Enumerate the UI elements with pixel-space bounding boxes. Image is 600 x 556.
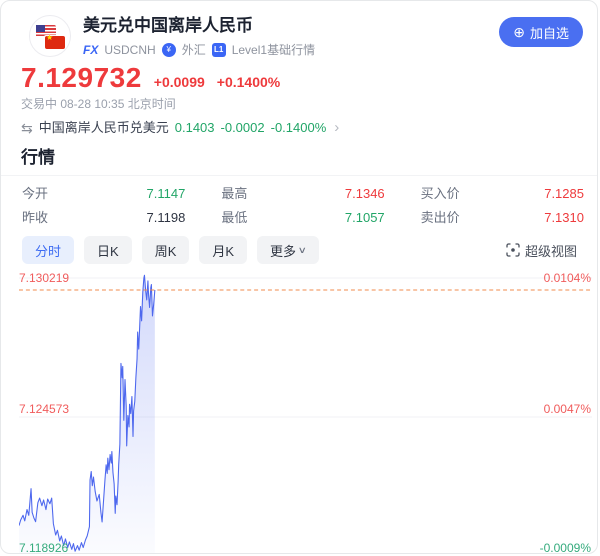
intraday-chart: 7.130219 0.0104% 7.124573 0.0047% 7.1189… bbox=[1, 270, 597, 553]
inverse-pair-name: 中国离岸人民币兑美元 bbox=[38, 120, 169, 135]
inverse-pair-price: 0.1403 bbox=[174, 120, 215, 135]
stat-value: 7.1147 bbox=[146, 186, 186, 201]
stat-label: 昨收 bbox=[22, 210, 49, 225]
page-title: 美元兑中国离岸人民币 bbox=[83, 16, 253, 35]
stat-label: 买入价 bbox=[420, 186, 460, 201]
intraday-chart-svg bbox=[19, 274, 592, 553]
level1-label: Level1基础行情 bbox=[231, 43, 316, 57]
tab-monthly-k[interactable]: 月K bbox=[199, 236, 248, 264]
header-text: 美元兑中国离岸人民币 FX USDCNH ¥ 外汇 L1 Level1基础行情 bbox=[83, 15, 499, 58]
price-change-pct: +0.1400% bbox=[216, 74, 281, 90]
stat-label: 卖出价 bbox=[420, 210, 460, 225]
stat-open: 今开 7.1147 bbox=[22, 186, 185, 202]
header: 美元兑中国离岸人民币 FX USDCNH ¥ 外汇 L1 Level1基础行情 … bbox=[1, 1, 597, 58]
stat-low: 最低 7.1057 bbox=[221, 210, 384, 226]
level1-icon: L1 bbox=[211, 42, 226, 57]
chevron-right-icon: › bbox=[334, 119, 340, 136]
stat-value: 7.1198 bbox=[146, 210, 186, 225]
stat-label: 最低 bbox=[221, 210, 248, 225]
inverse-pair-change-pct: -0.1400% bbox=[270, 120, 327, 135]
stat-ask: 卖出价 7.1310 bbox=[421, 210, 584, 226]
tab-more-label: 更多 bbox=[270, 243, 297, 259]
stat-value: 7.1057 bbox=[344, 210, 385, 225]
symbol-code: USDCNH bbox=[104, 42, 156, 57]
forex-category-icon: ¥ bbox=[161, 42, 176, 57]
last-price: 7.129732 bbox=[21, 62, 142, 93]
swap-icon: ⇆ bbox=[21, 120, 33, 136]
stat-value: 7.1346 bbox=[344, 186, 385, 201]
stat-bid: 买入价 7.1285 bbox=[421, 186, 584, 202]
super-view-button[interactable]: 超级视图 bbox=[500, 240, 583, 261]
price-area-fill bbox=[19, 275, 155, 553]
stat-value: 7.1310 bbox=[544, 210, 584, 225]
section-title-quotes: 行情 bbox=[1, 147, 597, 176]
tab-more[interactable]: 更多 ∨ bbox=[257, 236, 319, 264]
trading-status: 交易中 08-28 10:35 北京时间 bbox=[21, 97, 176, 111]
chart-period-tabs: 分时 日K 周K 月K 更多 ∨ 超级视图 bbox=[1, 226, 597, 264]
stat-value: 7.1285 bbox=[544, 186, 584, 201]
stat-label: 最高 bbox=[221, 186, 248, 201]
pair-flags-avatar bbox=[29, 15, 71, 57]
quote-stats-grid: 今开 7.1147 最高 7.1346 买入价 7.1285 昨收 7.1198… bbox=[1, 176, 597, 226]
forex-category-label: 外汇 bbox=[181, 43, 206, 57]
add-circle-icon: ⊕ bbox=[513, 24, 525, 40]
chevron-down-icon: ∨ bbox=[297, 244, 307, 255]
scan-frame-icon bbox=[506, 243, 520, 257]
tab-daily-k[interactable]: 日K bbox=[84, 236, 132, 264]
inverse-pair-link[interactable]: ⇆ 中国离岸人民币兑美元 0.1403 -0.0002 -0.1400% › bbox=[1, 111, 597, 137]
price-line bbox=[19, 274, 156, 552]
stat-high: 最高 7.1346 bbox=[221, 186, 384, 202]
price-row: 7.129732 +0.0099 +0.1400% bbox=[1, 58, 597, 94]
cn-flag-icon bbox=[45, 33, 65, 49]
stat-label: 今开 bbox=[22, 186, 49, 201]
price-change: +0.0099 bbox=[153, 74, 205, 90]
tab-intraday[interactable]: 分时 bbox=[22, 236, 75, 264]
add-watchlist-label: 加自选 bbox=[529, 25, 569, 41]
super-view-label: 超级视图 bbox=[524, 243, 577, 259]
fx-market-tag: FX bbox=[83, 42, 99, 57]
stat-prev-close: 昨收 7.1198 bbox=[22, 210, 185, 226]
tab-weekly-k[interactable]: 周K bbox=[141, 236, 190, 264]
tag-row: FX USDCNH ¥ 外汇 L1 Level1基础行情 bbox=[83, 41, 499, 58]
inverse-pair-change: -0.0002 bbox=[220, 120, 265, 135]
add-watchlist-button[interactable]: ⊕ 加自选 bbox=[499, 17, 583, 47]
